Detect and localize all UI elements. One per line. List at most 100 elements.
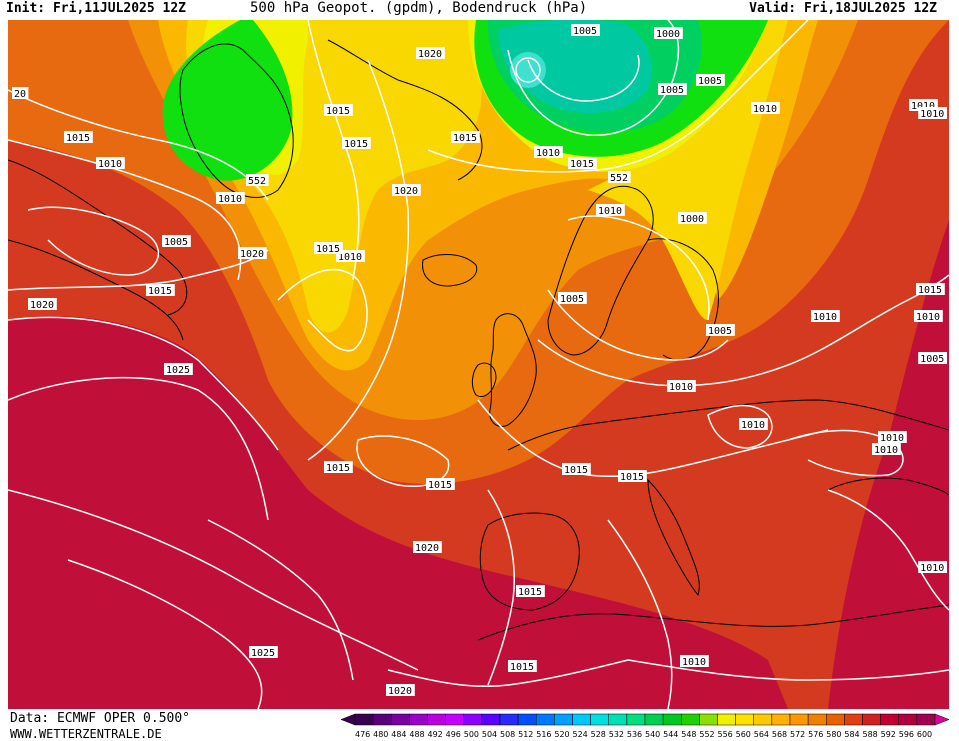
colorbar-swatch xyxy=(699,713,718,726)
svg-text:1010: 1010 xyxy=(536,148,560,159)
footer-bar: Data: ECMWF OPER 0.500° WWW.WETTERZENTRA… xyxy=(0,709,959,741)
isobar-label: 1010 xyxy=(918,561,947,574)
isobar-label: 552 xyxy=(246,174,269,187)
colorbar-right-arrow xyxy=(934,713,950,726)
isobar-label: 1020 xyxy=(238,247,267,260)
svg-text:552: 552 xyxy=(610,173,628,184)
svg-text:1010: 1010 xyxy=(920,109,944,120)
colorbar-swatch xyxy=(572,713,591,726)
init-time-label: Init: Fri,11JUL2025 12Z xyxy=(6,1,187,16)
colorbar-tick-label: 588 xyxy=(863,730,878,739)
isobar-label: 1020 xyxy=(413,541,442,554)
isobar-label: 1015 xyxy=(342,137,371,150)
colorbar-swatch xyxy=(735,713,754,726)
colorbar-swatch xyxy=(826,713,845,726)
svg-text:1025: 1025 xyxy=(166,365,190,376)
svg-text:1000: 1000 xyxy=(680,214,704,225)
colorbar-swatch xyxy=(445,713,464,726)
isobar-label: 1015 xyxy=(146,284,175,297)
isobar-label: 1015 xyxy=(618,470,647,483)
colorbar-tick-label: 572 xyxy=(790,730,805,739)
svg-text:1005: 1005 xyxy=(660,85,684,96)
colorbar-swatch xyxy=(499,713,519,726)
header-bar: Init: Fri,11JUL2025 12Z 500 hPa Geopot. … xyxy=(0,0,959,20)
isobars xyxy=(8,20,949,709)
colorbar-tick-label: 488 xyxy=(409,730,424,739)
svg-text:1010: 1010 xyxy=(669,382,693,393)
isobar-label: 1010 xyxy=(811,310,840,323)
colorbar-swatch xyxy=(681,713,700,726)
isobar-label: 1005 xyxy=(162,235,191,248)
geopotential-band-592 xyxy=(8,220,949,709)
svg-text:20: 20 xyxy=(14,89,26,100)
colorbar-swatch xyxy=(536,713,555,726)
svg-text:1015: 1015 xyxy=(518,587,542,598)
colorbar-left-arrow xyxy=(340,713,356,726)
colorbar-tick-label: 512 xyxy=(518,730,533,739)
isobar-label: 1010 xyxy=(680,655,709,668)
isobar-label: 1015 xyxy=(324,104,353,117)
geopotential-band-548-greenland xyxy=(162,20,293,181)
svg-text:1020: 1020 xyxy=(394,186,418,197)
colorbar-swatch xyxy=(517,713,537,726)
colorbar-tick-label: 520 xyxy=(554,730,569,739)
svg-text:1020: 1020 xyxy=(415,543,439,554)
colorbar-swatch xyxy=(753,713,773,726)
svg-text:1010: 1010 xyxy=(682,657,706,668)
isobar-label: 1005 xyxy=(706,324,735,337)
colorbar-tick-label: 536 xyxy=(627,730,642,739)
colorbar-tick-label: 496 xyxy=(446,730,461,739)
svg-text:1015: 1015 xyxy=(428,480,452,491)
colorbar-swatch xyxy=(862,713,881,726)
svg-text:1025: 1025 xyxy=(251,648,275,659)
colorbar-tick-label: 592 xyxy=(881,730,896,739)
colorbar-tick-label: 548 xyxy=(681,730,696,739)
colorbar-tick-label: 528 xyxy=(591,730,606,739)
colorbar-swatch xyxy=(354,713,374,726)
svg-text:1015: 1015 xyxy=(66,133,90,144)
isobar-labels: 20 1015 1010 1020 1015 1015 552 1010 1020 1015 100… xyxy=(12,24,947,697)
colorbar-tick-label: 564 xyxy=(754,730,769,739)
colorbar-tick-label: 552 xyxy=(699,730,714,739)
svg-text:1005: 1005 xyxy=(560,294,584,305)
isobar-label: 20 xyxy=(12,87,29,100)
isobar-label: 1010 xyxy=(667,380,696,393)
svg-text:552: 552 xyxy=(248,176,266,187)
map-canvas: 20 1015 1010 1020 1015 1015 552 1010 1020 1015 100… xyxy=(8,20,949,709)
isobar-label: 1015 xyxy=(516,585,545,598)
svg-text:1010: 1010 xyxy=(98,159,122,170)
svg-text:1015: 1015 xyxy=(453,133,477,144)
isobar-label: 1015 xyxy=(916,283,945,296)
colorbar-tick-label: 600 xyxy=(917,730,932,739)
isobar-label: 1025 xyxy=(249,646,278,659)
isobar-label: 1015 xyxy=(426,478,455,491)
svg-text:1005: 1005 xyxy=(573,26,597,37)
colorbar-tick-label: 484 xyxy=(391,730,406,739)
isobar-label: 1010 xyxy=(96,157,125,170)
isobar-label: 552 xyxy=(608,171,631,184)
colorbar-swatch xyxy=(844,713,863,726)
svg-text:1010: 1010 xyxy=(813,312,837,323)
colorbar-swatch xyxy=(880,713,899,726)
svg-text:1020: 1020 xyxy=(418,49,442,60)
colorbar-tick-label: 476 xyxy=(355,730,370,739)
colorbar-swatch xyxy=(554,713,573,726)
colorbar-swatch xyxy=(662,713,682,726)
colorbar-tick-label: 480 xyxy=(373,730,388,739)
svg-text:1015: 1015 xyxy=(918,285,942,296)
isobar-label: 1015 xyxy=(324,461,353,474)
colorbar-tick-label: 560 xyxy=(736,730,751,739)
colorbar-tick-label: 580 xyxy=(826,730,841,739)
svg-text:1015: 1015 xyxy=(570,159,594,170)
isobar-label: 1020 xyxy=(416,47,445,60)
svg-text:1015: 1015 xyxy=(510,662,534,673)
svg-text:1010: 1010 xyxy=(338,252,362,263)
isobar-label: 1005 xyxy=(558,292,587,305)
svg-text:1015: 1015 xyxy=(148,286,172,297)
svg-text:1015: 1015 xyxy=(326,463,350,474)
isobar-label: 1015 xyxy=(562,463,591,476)
isobar-label: 1010 xyxy=(751,102,780,115)
isobar-label: 1000 xyxy=(678,212,707,225)
color-scale-legend: 476 480 484 488 492 496 500 504 508 512 516 520 524 5… xyxy=(340,713,950,739)
isobar-label: 1025 xyxy=(164,363,193,376)
